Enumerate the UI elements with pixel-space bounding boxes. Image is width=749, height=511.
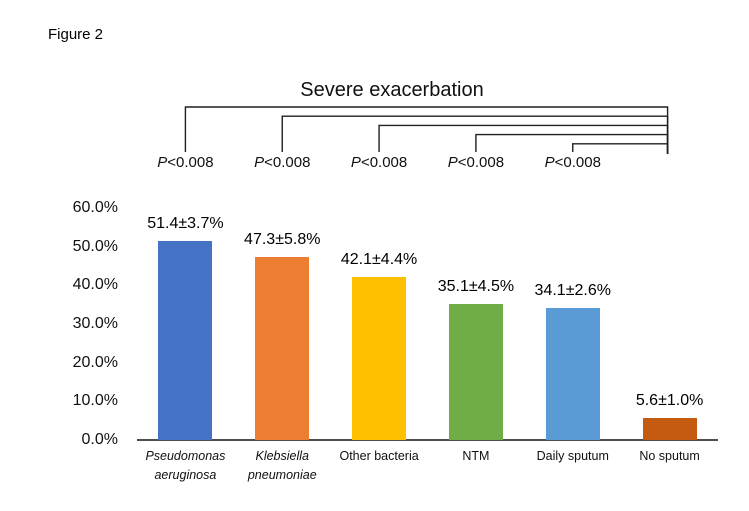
- figure-label: Figure 2: [48, 26, 104, 43]
- p-symbol: P: [157, 154, 168, 171]
- x-category-line: Daily sputum: [536, 449, 609, 463]
- p-symbol: P: [254, 154, 265, 171]
- p-value-label: P<0.008: [237, 154, 327, 172]
- x-category-line: aeruginosa: [154, 468, 217, 483]
- p-value-label: P<0.008: [334, 154, 424, 172]
- p-value-text: <0.008: [264, 154, 311, 171]
- x-category-label: No sputum: [615, 447, 725, 466]
- x-category-label: Pseudomonas aeruginosa: [130, 447, 240, 486]
- x-category-line: Klebsiella: [255, 449, 309, 463]
- y-tick-label: 20.0%: [72, 353, 118, 371]
- x-category-label: Klebsiella pneumoniae: [227, 447, 337, 486]
- x-category-line: Other bacteria: [339, 449, 419, 463]
- chart-title: Severe exacerbation: [300, 79, 484, 101]
- y-tick-label: 30.0%: [72, 314, 118, 332]
- bar-other-bacteria: [352, 277, 407, 440]
- x-category-label: Daily sputum: [518, 447, 628, 466]
- significance-bracket: [572, 143, 669, 154]
- bar-klebsiella-pneumoniae: [255, 256, 310, 440]
- bar-value-label: 34.1±2.6%: [534, 282, 611, 300]
- p-value-text: <0.008: [167, 154, 214, 171]
- p-value-text: <0.008: [457, 154, 505, 171]
- bar-value-label: 35.1±4.5%: [437, 278, 515, 296]
- p-symbol: P: [544, 154, 555, 171]
- p-value-label: P<0.008: [528, 154, 618, 172]
- p-symbol: P: [447, 154, 458, 171]
- p-value-text: <0.008: [360, 154, 408, 171]
- bar-value-label: 51.4±3.7%: [147, 215, 224, 233]
- significance-bracket: [378, 124, 669, 154]
- bar-pseudomonas-aeruginosa: [158, 241, 213, 440]
- bar-value-label: 42.1±4.4%: [340, 251, 418, 269]
- p-value-label: P<0.008: [140, 154, 230, 172]
- x-axis-line: [137, 439, 718, 441]
- bar-no-sputum: [642, 418, 697, 440]
- x-category-line: Pseudomonas: [145, 449, 226, 463]
- x-category-line: NTM: [462, 449, 490, 463]
- y-tick-label: 0.0%: [81, 431, 118, 448]
- p-value-label: P<0.008: [431, 154, 521, 172]
- bar-ntm: [448, 304, 503, 440]
- p-symbol: P: [350, 154, 361, 171]
- significance-bracket: [184, 106, 669, 154]
- y-tick-label: 60.0%: [72, 198, 118, 216]
- y-tick-label: 50.0%: [72, 237, 118, 255]
- y-tick-label: 40.0%: [72, 276, 118, 294]
- x-category-line: pneumoniae: [247, 468, 317, 483]
- y-tick-label: 10.0%: [72, 392, 118, 410]
- x-category-line: No sputum: [639, 449, 700, 463]
- bar-value-label: 47.3±5.8%: [244, 230, 321, 248]
- x-category-label: NTM: [421, 447, 531, 466]
- bar-value-label: 5.6±1.0%: [635, 392, 704, 410]
- p-value-text: <0.008: [554, 154, 601, 171]
- x-category-label: Other bacteria: [324, 447, 434, 466]
- bar-daily-sputum: [545, 308, 600, 440]
